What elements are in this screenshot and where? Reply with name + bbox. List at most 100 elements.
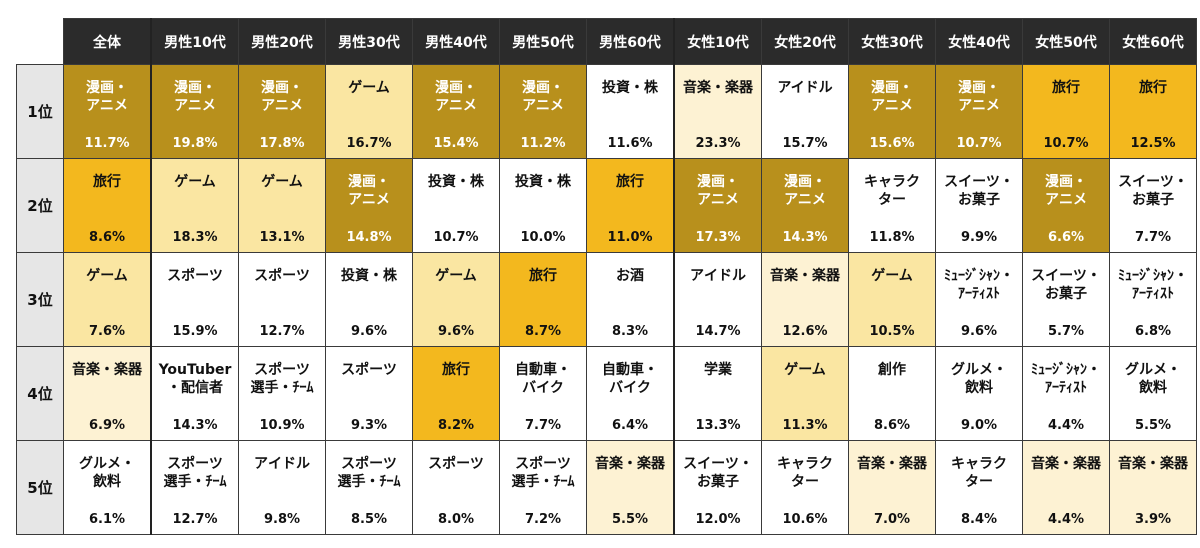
category-label: ゲーム: [348, 80, 390, 96]
column-header: 男性10代: [150, 18, 239, 65]
percentage-value: 5.5%: [1134, 418, 1172, 433]
percentage-value: 15.6%: [869, 136, 915, 151]
percentage-value: 19.8%: [172, 136, 218, 151]
table-cell: ゲーム 10.5%: [848, 252, 936, 347]
cell-content: 漫画・ アニメ 15.4%: [413, 65, 499, 158]
cell-content: YouTuber ・配信者 14.3%: [152, 347, 238, 440]
percentage-value: 8.2%: [437, 418, 475, 433]
table-cell: 投資・株 10.7%: [412, 158, 500, 253]
cell-content: アイドル 9.8%: [239, 441, 325, 534]
category-label: YouTuber ・配信者: [158, 362, 232, 396]
table-cell: 漫画・ アニメ 15.6%: [848, 64, 936, 159]
cell-content: 音楽・楽器 12.6%: [762, 253, 848, 346]
cell-content: 投資・株 9.6%: [326, 253, 412, 346]
category-label: ﾐｭｰｼﾞｼｬﾝ・ ｱｰﾃｨｽﾄ: [944, 268, 1014, 302]
percentage-value: 14.7%: [695, 324, 741, 339]
cell-content: 自動車・ バイク 6.4%: [587, 347, 673, 440]
table-cell: YouTuber ・配信者 14.3%: [150, 346, 239, 441]
percentage-value: 8.7%: [524, 324, 562, 339]
cell-content: 旅行 8.6%: [64, 159, 150, 252]
cell-content: 音楽・楽器 6.9%: [64, 347, 150, 440]
table-cell: グルメ・ 飲料 6.1%: [63, 440, 152, 535]
percentage-value: 4.4%: [1047, 512, 1085, 527]
table-cell: 自動車・ バイク 6.4%: [586, 346, 675, 441]
percentage-value: 9.6%: [437, 324, 475, 339]
percentage-value: 8.5%: [350, 512, 388, 527]
category-label: ﾐｭｰｼﾞｼｬﾝ・ ｱｰﾃｨｽﾄ: [1118, 268, 1188, 302]
cell-content: 漫画・ アニメ 10.7%: [936, 65, 1022, 158]
percentage-value: 6.6%: [1047, 230, 1085, 245]
cell-content: ゲーム 7.6%: [64, 253, 150, 346]
percentage-value: 11.2%: [520, 136, 566, 151]
cell-content: スイーツ・ お菓子 7.7%: [1110, 159, 1196, 252]
category-label: 漫画・ アニメ: [435, 80, 477, 114]
table-cell: 漫画・ アニメ 10.7%: [935, 64, 1023, 159]
category-label: 旅行: [1052, 80, 1080, 96]
percentage-value: 15.9%: [172, 324, 218, 339]
cell-content: ﾐｭｰｼﾞｼｬﾝ・ ｱｰﾃｨｽﾄ 9.6%: [936, 253, 1022, 346]
table-cell: 投資・株 9.6%: [325, 252, 413, 347]
percentage-value: 13.1%: [259, 230, 305, 245]
table-cell: スポーツ 選手・ﾁｰﾑ 8.5%: [325, 440, 413, 535]
cell-content: スイーツ・ お菓子 12.0%: [675, 441, 761, 534]
category-label: 漫画・ アニメ: [958, 80, 1000, 114]
percentage-value: 15.4%: [433, 136, 479, 151]
category-label: 旅行: [616, 174, 644, 190]
percentage-value: 10.7%: [956, 136, 1002, 151]
table-cell: ゲーム 18.3%: [150, 158, 239, 253]
column-header: 男性60代: [586, 18, 675, 65]
table-cell: 音楽・楽器 12.6%: [761, 252, 849, 347]
category-label: 旅行: [1139, 80, 1167, 96]
cell-content: グルメ・ 飲料 9.0%: [936, 347, 1022, 440]
cell-content: キャラク ター 11.8%: [849, 159, 935, 252]
table-cell: 旅行 11.0%: [586, 158, 675, 253]
column-header: 女性30代: [848, 18, 936, 65]
rank-label: 4位: [16, 346, 64, 441]
percentage-value: 8.3%: [611, 324, 649, 339]
percentage-value: 11.3%: [782, 418, 828, 433]
table-cell: 投資・株 11.6%: [586, 64, 675, 159]
table-cell: 音楽・楽器 3.9%: [1109, 440, 1197, 535]
category-label: ゲーム: [871, 268, 913, 284]
table-cell: アイドル 14.7%: [673, 252, 762, 347]
category-label: ゲーム: [86, 268, 128, 284]
column-header: 女性50代: [1022, 18, 1110, 65]
percentage-value: 8.0%: [437, 512, 475, 527]
cell-content: 創作 8.6%: [849, 347, 935, 440]
column-header: 女性40代: [935, 18, 1023, 65]
percentage-value: 6.1%: [88, 512, 126, 527]
table-cell: 漫画・ アニメ 17.3%: [673, 158, 762, 253]
cell-content: スイーツ・ お菓子 5.7%: [1023, 253, 1109, 346]
ranking-table: 全体 男性10代 男性20代 男性30代 男性40代 男性50代 男性60代 女性10代 女性2…: [16, 18, 1197, 535]
category-label: 漫画・ アニメ: [871, 80, 913, 114]
cell-content: 投資・株 10.7%: [413, 159, 499, 252]
table-cell: 音楽・楽器 5.5%: [586, 440, 675, 535]
percentage-value: 5.5%: [611, 512, 649, 527]
table-cell: 投資・株 10.0%: [499, 158, 587, 253]
table-cell: 漫画・ アニメ 19.8%: [150, 64, 239, 159]
cell-content: 漫画・ アニメ 11.2%: [500, 65, 586, 158]
percentage-value: 17.8%: [259, 136, 305, 151]
table-cell: スイーツ・ お菓子 5.7%: [1022, 252, 1110, 347]
table-cell: 漫画・ アニメ 6.6%: [1022, 158, 1110, 253]
rank-row: 4位 音楽・楽器 6.9% YouTuber ・配信者 14.3% スポーツ 選手・ﾁｰﾑ…: [16, 346, 1197, 441]
table-cell: スポーツ 選手・ﾁｰﾑ 7.2%: [499, 440, 587, 535]
column-header: 全体: [63, 18, 152, 65]
table-cell: スポーツ 選手・ﾁｰﾑ 10.9%: [238, 346, 326, 441]
cell-content: スイーツ・ お菓子 9.9%: [936, 159, 1022, 252]
percentage-value: 15.7%: [782, 136, 828, 151]
table-cell: 音楽・楽器 6.9%: [63, 346, 152, 441]
table-cell: 創作 8.6%: [848, 346, 936, 441]
cell-content: アイドル 14.7%: [675, 253, 761, 346]
percentage-value: 17.3%: [695, 230, 741, 245]
table-cell: ゲーム 13.1%: [238, 158, 326, 253]
table-cell: ゲーム 11.3%: [761, 346, 849, 441]
category-label: 音楽・楽器: [595, 456, 665, 472]
column-header: 女性60代: [1109, 18, 1197, 65]
percentage-value: 9.9%: [960, 230, 998, 245]
percentage-value: 6.9%: [88, 418, 126, 433]
category-label: スポーツ: [428, 456, 484, 472]
table-cell: 漫画・ アニメ 17.8%: [238, 64, 326, 159]
cell-content: グルメ・ 飲料 5.5%: [1110, 347, 1196, 440]
rank-row: 5位 グルメ・ 飲料 6.1% スポーツ 選手・ﾁｰﾑ 12.7% アイドル 9.8% スポー…: [16, 440, 1197, 535]
